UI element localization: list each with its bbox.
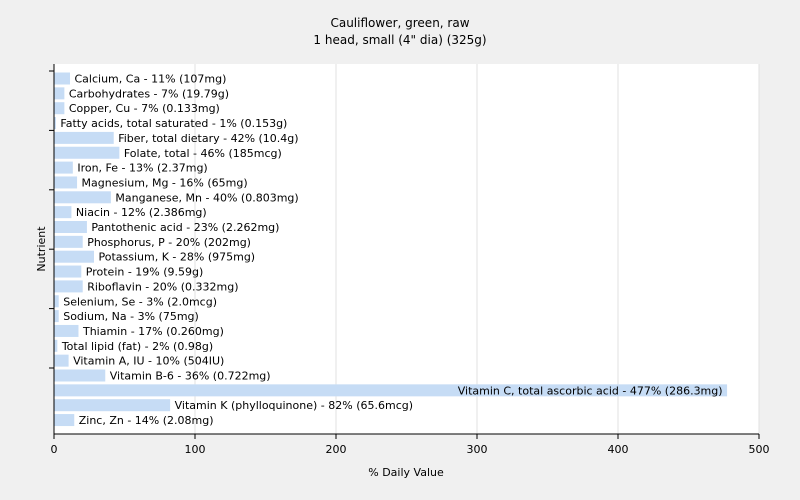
bar [54,87,65,100]
bar-label: Calcium, Ca - 11% (107mg) [75,73,227,86]
bar [54,399,171,412]
bar [54,221,87,233]
bar [54,250,94,263]
grid-lines [194,64,760,434]
bar-label: Folate, total - 46% (185mcg) [124,147,282,160]
x-tick-label: 0 [51,443,58,456]
bar [54,339,58,352]
bar [54,310,59,323]
bar [54,176,78,189]
bar [54,102,65,115]
bar-label: Pantothenic acid - 23% (2.262mg) [91,221,279,234]
x-axis-ticks: 0 100 200 300 400 500 [51,434,770,456]
x-tick-label: 500 [749,443,770,456]
bar-label: Copper, Cu - 7% (0.133mg) [69,102,220,115]
bar-label: Manganese, Mn - 40% (0.803mg) [115,191,298,204]
x-tick-label: 200 [326,443,347,456]
bar [54,131,114,144]
bar-label: Vitamin K (phylloquinone) - 82% (65.6mcg… [175,399,413,412]
bar-label: Potassium, K - 28% (975mg) [98,251,255,264]
bar-label: Fatty acids, total saturated - 1% (0.153… [60,117,287,130]
bar-label: Phosphorus, P - 20% (202mg) [87,236,251,249]
bar-label: Vitamin B-6 - 36% (0.722mg) [110,370,271,383]
bar [54,324,79,337]
bar-label: Protein - 19% (9.59g) [86,266,204,279]
bar [54,414,75,427]
bar [54,146,120,159]
bars-group [54,72,728,427]
bar-label: Thiamin - 17% (0.260mg) [82,325,224,338]
bar-label: Selenium, Se - 3% (2.0mcg) [63,295,217,308]
x-tick-label: 400 [608,443,629,456]
bar [54,161,73,174]
bar-label: Iron, Fe - 13% (2.37mg) [77,162,207,175]
y-axis-label: Nutrient [35,226,48,272]
bar [54,295,59,308]
bar-label: Vitamin A, IU - 10% (504IU) [73,355,224,368]
bar [54,235,83,248]
bar-label: Fiber, total dietary - 42% (10.4g) [118,132,298,145]
bar [54,354,69,367]
bar-label: Vitamin C, total ascorbic acid - 477% (2… [458,384,723,397]
bar [54,206,72,219]
x-tick-label: 100 [185,443,206,456]
bar-label: Zinc, Zn - 14% (2.08mg) [79,414,214,427]
bar [54,72,71,85]
bar [54,384,728,397]
bar-label: Carbohydrates - 7% (19.79g) [69,87,229,100]
x-tick-label: 300 [467,443,488,456]
bar-label: Niacin - 12% (2.386mg) [76,206,207,219]
bar [54,117,56,130]
x-axis-label: % Daily Value [368,466,444,479]
bar-label: Sodium, Na - 3% (75mg) [63,310,199,323]
chart-subtitle: 1 head, small (4" dia) (325g) [313,33,486,47]
bar [54,369,106,382]
plot-background [54,64,759,434]
bar-label: Magnesium, Mg - 16% (65mg) [82,176,248,189]
chart-title: Cauliflower, green, raw [330,16,469,30]
bar-label: Riboflavin - 20% (0.332mg) [87,280,238,293]
bar-label: Total lipid (fat) - 2% (0.98g) [61,340,213,353]
bar [54,191,111,204]
bar [54,265,82,278]
bar-labels-group: Calcium, Ca - 11% (107mg)Carbohydrates -… [60,73,722,428]
y-axis-ticks [49,70,54,369]
bar [54,280,83,293]
